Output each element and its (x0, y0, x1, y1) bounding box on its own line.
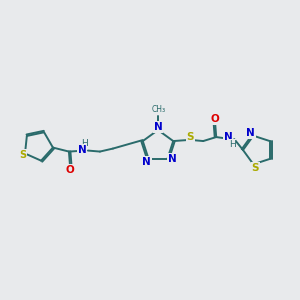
Text: H: H (82, 139, 88, 148)
Text: S: S (252, 163, 259, 173)
Text: N: N (77, 145, 86, 154)
Text: N: N (246, 128, 255, 138)
Text: N: N (168, 154, 177, 164)
Text: N: N (154, 122, 162, 132)
Text: O: O (65, 165, 74, 175)
Text: N: N (142, 157, 151, 167)
Text: CH₃: CH₃ (152, 106, 166, 115)
Text: S: S (187, 132, 194, 142)
Text: O: O (211, 114, 220, 124)
Text: N: N (224, 132, 233, 142)
Text: H: H (229, 140, 236, 148)
Text: S: S (20, 149, 27, 160)
